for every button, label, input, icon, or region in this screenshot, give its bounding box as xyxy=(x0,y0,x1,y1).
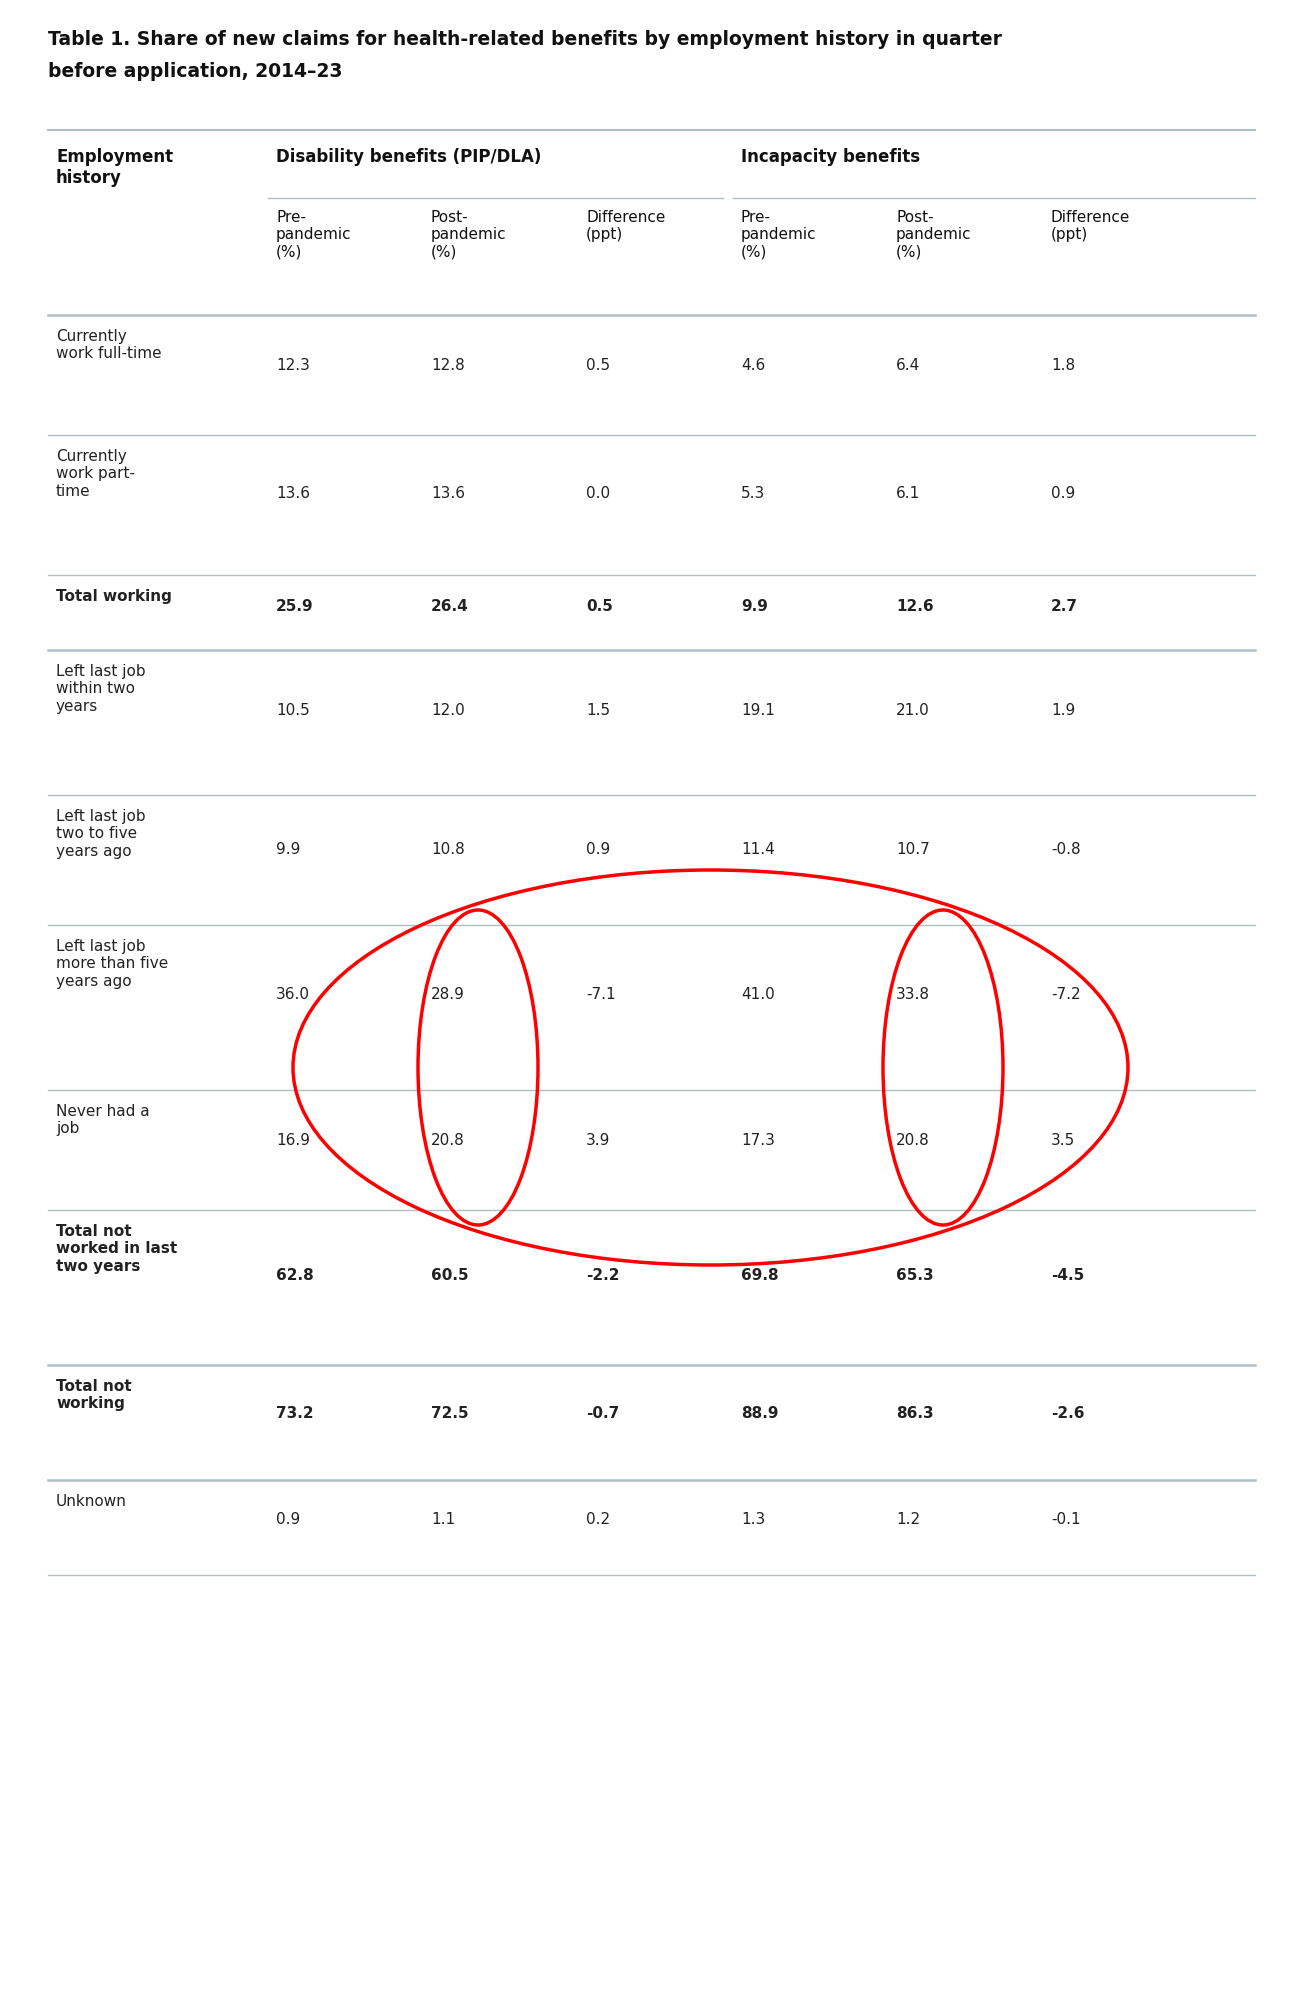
Text: 12.0: 12.0 xyxy=(431,704,464,718)
Text: Total working: Total working xyxy=(55,588,172,604)
Text: 13.6: 13.6 xyxy=(431,486,464,502)
Text: 0.9: 0.9 xyxy=(1051,486,1076,502)
Text: 21.0: 21.0 xyxy=(897,704,930,718)
Text: -0.8: -0.8 xyxy=(1051,842,1081,858)
Text: 28.9: 28.9 xyxy=(431,986,464,1002)
Text: 33.8: 33.8 xyxy=(897,986,930,1002)
Text: -0.7: -0.7 xyxy=(586,1406,619,1420)
Text: 41.0: 41.0 xyxy=(740,986,775,1002)
Text: 10.8: 10.8 xyxy=(431,842,464,858)
Text: Employment
history: Employment history xyxy=(55,148,173,186)
Text: 6.4: 6.4 xyxy=(897,358,920,372)
Text: 73.2: 73.2 xyxy=(276,1406,313,1420)
Text: 0.9: 0.9 xyxy=(586,842,610,858)
Text: 16.9: 16.9 xyxy=(276,1132,310,1148)
Text: 12.6: 12.6 xyxy=(897,600,934,614)
Text: -0.1: -0.1 xyxy=(1051,1512,1081,1528)
Text: 19.1: 19.1 xyxy=(740,704,775,718)
Text: Post-
pandemic
(%): Post- pandemic (%) xyxy=(431,210,507,260)
Text: 26.4: 26.4 xyxy=(431,600,468,614)
Text: 0.9: 0.9 xyxy=(276,1512,301,1528)
Text: 72.5: 72.5 xyxy=(431,1406,468,1420)
Text: before application, 2014–23: before application, 2014–23 xyxy=(48,62,343,80)
Text: 0.2: 0.2 xyxy=(586,1512,610,1528)
Text: 1.5: 1.5 xyxy=(586,704,610,718)
Text: 86.3: 86.3 xyxy=(897,1406,934,1420)
Text: 20.8: 20.8 xyxy=(431,1132,464,1148)
Text: 0.5: 0.5 xyxy=(586,600,613,614)
Text: Incapacity benefits: Incapacity benefits xyxy=(740,148,920,166)
Text: 25.9: 25.9 xyxy=(276,600,313,614)
Text: Left last job
two to five
years ago: Left last job two to five years ago xyxy=(55,808,146,858)
Text: 17.3: 17.3 xyxy=(740,1132,775,1148)
Text: 6.1: 6.1 xyxy=(897,486,920,502)
Text: 36.0: 36.0 xyxy=(276,986,310,1002)
Text: Difference
(ppt): Difference (ppt) xyxy=(586,210,666,242)
Text: Currently
work part-
time: Currently work part- time xyxy=(55,450,135,498)
Text: -7.1: -7.1 xyxy=(586,986,615,1002)
Text: 12.8: 12.8 xyxy=(431,358,464,372)
Text: Never had a
job: Never had a job xyxy=(55,1104,150,1136)
Text: 60.5: 60.5 xyxy=(431,1268,468,1282)
Text: 13.6: 13.6 xyxy=(276,486,310,502)
Text: -2.2: -2.2 xyxy=(586,1268,619,1282)
Text: 69.8: 69.8 xyxy=(740,1268,779,1282)
Text: Total not
worked in last
two years: Total not worked in last two years xyxy=(55,1224,177,1274)
Text: Left last job
within two
years: Left last job within two years xyxy=(55,664,146,714)
Text: 88.9: 88.9 xyxy=(740,1406,778,1420)
Text: 1.9: 1.9 xyxy=(1051,704,1076,718)
Text: Left last job
more than five
years ago: Left last job more than five years ago xyxy=(55,940,168,988)
Text: Disability benefits (PIP/DLA): Disability benefits (PIP/DLA) xyxy=(276,148,542,166)
Text: 0.0: 0.0 xyxy=(586,486,610,502)
Text: Table 1. Share of new claims for health-related benefits by employment history i: Table 1. Share of new claims for health-… xyxy=(48,30,1002,48)
Text: Pre-
pandemic
(%): Pre- pandemic (%) xyxy=(740,210,817,260)
Text: -7.2: -7.2 xyxy=(1051,986,1081,1002)
Text: 1.3: 1.3 xyxy=(740,1512,765,1528)
Text: -2.6: -2.6 xyxy=(1051,1406,1085,1420)
Text: 1.1: 1.1 xyxy=(431,1512,455,1528)
Text: Currently
work full-time: Currently work full-time xyxy=(55,328,161,362)
Text: 0.5: 0.5 xyxy=(586,358,610,372)
Text: 4.6: 4.6 xyxy=(740,358,765,372)
Text: 1.2: 1.2 xyxy=(897,1512,920,1528)
Text: 3.9: 3.9 xyxy=(586,1132,610,1148)
Text: 62.8: 62.8 xyxy=(276,1268,313,1282)
Text: 10.7: 10.7 xyxy=(897,842,930,858)
Text: Post-
pandemic
(%): Post- pandemic (%) xyxy=(897,210,971,260)
Text: 5.3: 5.3 xyxy=(740,486,765,502)
Text: 9.9: 9.9 xyxy=(740,600,768,614)
Text: 65.3: 65.3 xyxy=(897,1268,934,1282)
Text: 11.4: 11.4 xyxy=(740,842,775,858)
Text: Difference
(ppt): Difference (ppt) xyxy=(1051,210,1130,242)
Text: Total not
working: Total not working xyxy=(55,1380,132,1412)
Text: 3.5: 3.5 xyxy=(1051,1132,1076,1148)
Text: Unknown: Unknown xyxy=(55,1494,126,1508)
Text: 9.9: 9.9 xyxy=(276,842,301,858)
Text: 12.3: 12.3 xyxy=(276,358,310,372)
Text: 1.8: 1.8 xyxy=(1051,358,1075,372)
Text: Pre-
pandemic
(%): Pre- pandemic (%) xyxy=(276,210,352,260)
Text: -4.5: -4.5 xyxy=(1051,1268,1085,1282)
Text: 20.8: 20.8 xyxy=(897,1132,930,1148)
Text: 10.5: 10.5 xyxy=(276,704,310,718)
Text: 2.7: 2.7 xyxy=(1051,600,1078,614)
